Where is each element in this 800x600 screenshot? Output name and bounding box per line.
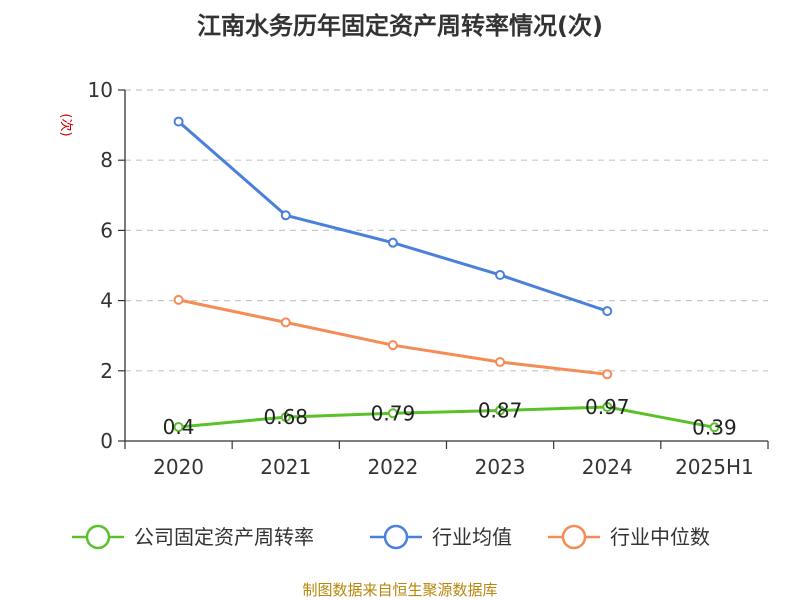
legend-label: 行业均值: [432, 525, 512, 549]
y-tick-label: 6: [100, 218, 113, 242]
x-tick-label: 2023: [475, 455, 526, 479]
data-point: [495, 357, 506, 368]
y-axis-label: (次): [58, 113, 74, 136]
data-label: 0.79: [371, 401, 416, 425]
data-point: [280, 317, 291, 328]
legend-item: 公司固定资产周转率: [72, 524, 314, 550]
axes: 0 2 4 6 8 10 2020 2021 2022 2023 2024 2025H1: [88, 78, 769, 479]
data-point: [173, 294, 184, 305]
series-2: [173, 294, 613, 380]
x-tick-label: 2021: [260, 455, 311, 479]
series-line: [178, 298, 608, 376]
data-labels: 0.4 0.68 0.79 0.87 0.97 0.39: [163, 395, 737, 439]
legend-swatch-marker: [561, 524, 587, 550]
legend-swatch-marker: [85, 524, 111, 550]
y-tick-label: 8: [100, 148, 113, 172]
x-tick-label: 2020: [153, 455, 204, 479]
data-label: 0.39: [692, 415, 737, 439]
grid-lines: [125, 89, 768, 372]
series-0: [173, 401, 720, 433]
x-tick-label: 2024: [582, 455, 633, 479]
y-tick-label: 4: [100, 289, 113, 313]
y-tick-label: 2: [100, 359, 113, 383]
y-tick-label: 10: [88, 78, 113, 102]
data-point: [280, 210, 291, 221]
data-point: [387, 408, 398, 419]
data-point: [602, 401, 613, 412]
data-point: [173, 116, 184, 127]
data-point: [495, 405, 506, 416]
legend-swatch-marker: [383, 524, 409, 550]
series-line: [177, 120, 608, 313]
data-point: [173, 421, 184, 432]
series-1: [173, 116, 613, 317]
x-tick-label: 2025H1: [675, 455, 754, 479]
data-point: [280, 412, 291, 423]
data-label: 0.68: [263, 405, 308, 429]
y-tick-label: 0: [100, 429, 113, 453]
legend-item: 行业中位数: [548, 524, 710, 550]
chart-title: 江南水务历年固定资产周转率情况(次): [197, 12, 603, 40]
data-point: [387, 237, 398, 248]
data-point: [602, 369, 613, 380]
data-label: 0.87: [478, 398, 523, 422]
data-point: [709, 422, 720, 433]
series-layer: [173, 116, 720, 433]
data-point: [602, 306, 613, 317]
legend: 公司固定资产周转率 行业均值 行业中位数: [72, 524, 710, 550]
x-tick-label: 2022: [367, 455, 418, 479]
legend-label: 公司固定资产周转率: [134, 525, 314, 549]
data-point: [495, 269, 506, 280]
series-line: [178, 405, 715, 429]
legend-item: 行业均值: [370, 524, 512, 550]
source-note: 制图数据来自恒生聚源数据库: [302, 581, 497, 599]
data-label: 0.97: [585, 395, 630, 419]
data-point: [387, 340, 398, 351]
data-label: 0.4: [163, 415, 195, 439]
legend-label: 行业中位数: [610, 525, 710, 549]
